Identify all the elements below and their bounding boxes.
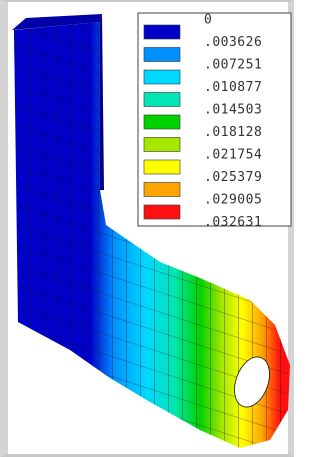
contour-plot: 0 .003626 .007251 .010877 .014503 .018128 .021… [0,0,294,457]
legend-label: .014503 [204,103,262,118]
legend-swatch [144,93,180,107]
legend-swatch [144,70,180,84]
legend-label: 0 [204,13,212,28]
legend-label: .025379 [204,170,262,185]
legend-swatch [144,205,180,219]
legend-label: .032631 [204,215,262,230]
legend-swatch [144,138,180,152]
legend-swatch [144,160,180,174]
legend-swatch [144,115,180,129]
legend-swatch [144,25,180,39]
side-face [100,14,104,190]
page: {"legend": {"items": [ {"label": "0", "c… [0,0,294,457]
legend-label: .029005 [204,193,262,208]
legend-label: .010877 [204,80,262,95]
legend-label: .021754 [204,148,262,163]
legend-swatch [144,183,180,197]
legend-label: .007251 [204,58,262,73]
legend-label: .018128 [204,125,262,140]
legend-swatch [144,48,180,62]
legend-label: .003626 [204,35,262,50]
